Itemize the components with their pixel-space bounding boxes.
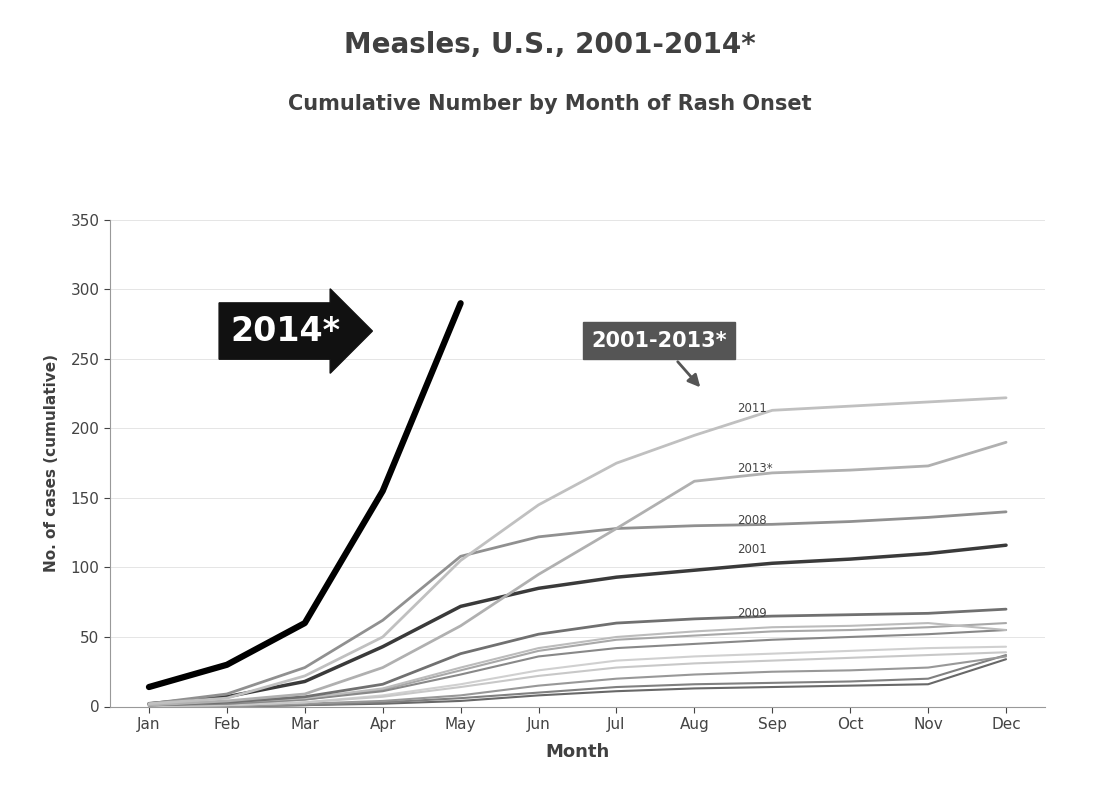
Text: 2001-2013*: 2001-2013* bbox=[592, 330, 727, 385]
Text: 2008: 2008 bbox=[737, 513, 767, 527]
Text: 2009: 2009 bbox=[737, 607, 767, 620]
Text: 2013*: 2013* bbox=[737, 462, 773, 475]
Y-axis label: No. of cases (cumulative): No. of cases (cumulative) bbox=[44, 354, 59, 572]
Text: Measles, U.S., 2001-2014*: Measles, U.S., 2001-2014* bbox=[344, 31, 756, 60]
X-axis label: Month: Month bbox=[546, 743, 609, 761]
Text: 2011: 2011 bbox=[737, 403, 767, 415]
Text: 2014*: 2014* bbox=[231, 315, 341, 348]
Text: Cumulative Number by Month of Rash Onset: Cumulative Number by Month of Rash Onset bbox=[288, 94, 812, 114]
Text: 2001: 2001 bbox=[737, 543, 767, 556]
